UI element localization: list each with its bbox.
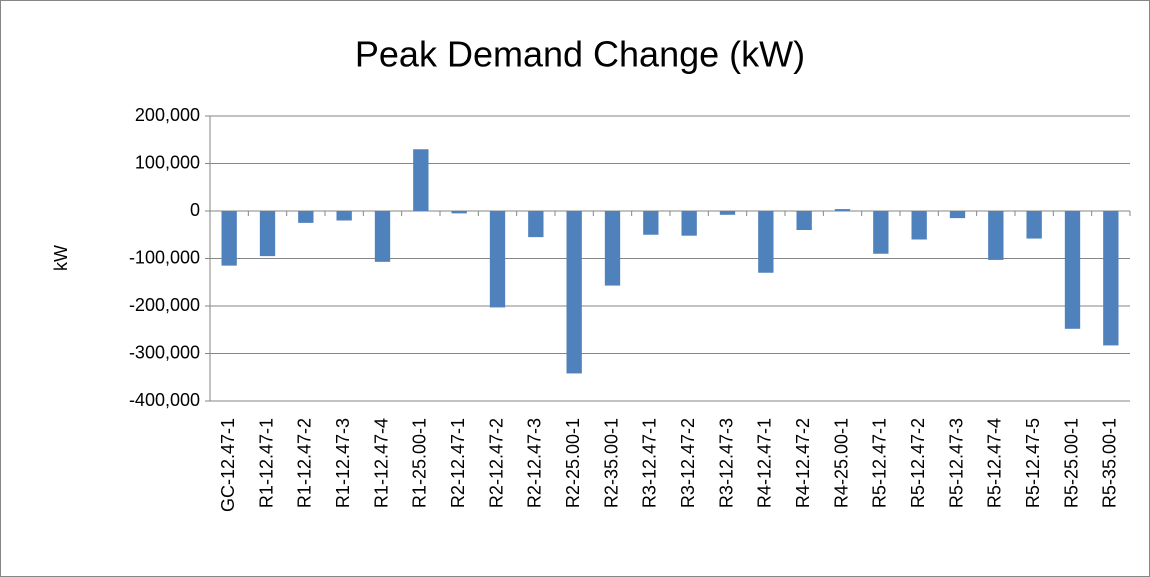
y-tick-label: -200,000 bbox=[129, 295, 200, 315]
x-tick-label: R2-12.47-2 bbox=[486, 418, 506, 508]
x-tick-label: R5-35.00-1 bbox=[1100, 418, 1120, 508]
bar bbox=[643, 211, 659, 235]
y-tick-label: 100,000 bbox=[135, 152, 200, 172]
x-tick-label: R5-12.47-1 bbox=[870, 418, 890, 508]
y-tick-label: 0 bbox=[190, 200, 200, 220]
y-tick-label: -300,000 bbox=[129, 342, 200, 362]
bar bbox=[1064, 211, 1081, 329]
x-tick-label: GC-12.47-1 bbox=[218, 418, 238, 512]
bar bbox=[336, 211, 352, 221]
bar bbox=[221, 211, 237, 266]
bar bbox=[1026, 211, 1042, 239]
bar bbox=[988, 211, 1004, 260]
x-tick-label: R3-12.47-2 bbox=[678, 418, 698, 508]
x-tick-label: R4-25.00-1 bbox=[831, 418, 851, 508]
x-tick-label: R1-12.47-4 bbox=[371, 418, 391, 508]
bar bbox=[566, 211, 582, 374]
x-tick-label: R1-12.47-2 bbox=[295, 418, 315, 508]
y-axis-label: kW bbox=[51, 245, 71, 271]
x-tick-label: R2-25.00-1 bbox=[563, 418, 583, 508]
bar bbox=[1103, 211, 1119, 346]
bar bbox=[413, 149, 429, 211]
chart-title: Peak Demand Change (kW) bbox=[355, 34, 805, 75]
x-tick-label: R1-12.47-1 bbox=[256, 418, 276, 508]
y-tick-label: -100,000 bbox=[129, 247, 200, 267]
bar bbox=[451, 211, 467, 214]
bar bbox=[834, 209, 851, 211]
x-tick-label: R5-12.47-5 bbox=[1023, 418, 1043, 508]
y-tick-label: 200,000 bbox=[135, 105, 200, 125]
bar bbox=[259, 211, 276, 257]
bar bbox=[949, 211, 966, 219]
x-tick-label: R5-12.47-4 bbox=[985, 418, 1005, 508]
x-tick-label: R5-12.47-2 bbox=[908, 418, 928, 508]
bar bbox=[719, 211, 736, 215]
x-tick-label: R5-25.00-1 bbox=[1061, 418, 1081, 508]
x-tick-label: R5-12.47-3 bbox=[946, 418, 966, 508]
x-tick-label: R2-12.47-3 bbox=[525, 418, 545, 508]
bar bbox=[604, 211, 621, 286]
bar bbox=[489, 211, 506, 308]
bar bbox=[374, 211, 391, 262]
bar bbox=[796, 211, 812, 230]
x-tick-label: R4-12.47-1 bbox=[755, 418, 775, 508]
x-tick-label: R2-35.00-1 bbox=[601, 418, 621, 508]
bar bbox=[298, 211, 314, 223]
x-tick-label: R2-12.47-1 bbox=[448, 418, 468, 508]
x-tick-label: R4-12.47-2 bbox=[793, 418, 813, 508]
x-tick-label: R1-12.47-3 bbox=[333, 418, 353, 508]
x-tick-label: R3-12.47-1 bbox=[640, 418, 660, 508]
bar bbox=[758, 211, 774, 273]
bar bbox=[911, 211, 927, 240]
x-tick-label: R3-12.47-3 bbox=[716, 418, 736, 508]
bar bbox=[873, 211, 889, 254]
y-tick-label: -400,000 bbox=[129, 390, 200, 410]
bar bbox=[528, 211, 544, 238]
x-tick-label: R1-25.00-1 bbox=[410, 418, 430, 508]
bar bbox=[681, 211, 697, 236]
